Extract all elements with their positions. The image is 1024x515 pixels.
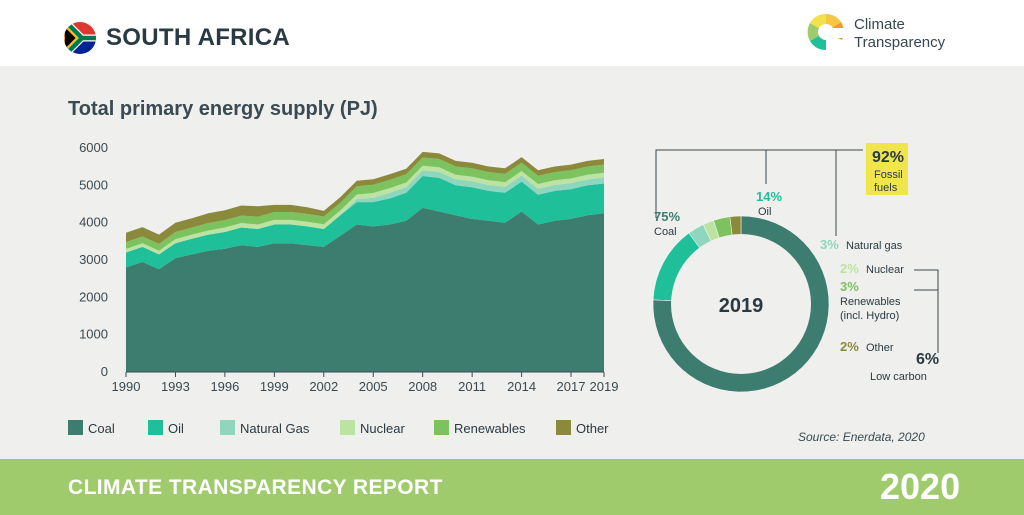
x-tick-label: 1996: [210, 379, 239, 394]
y-tick-label: 1000: [79, 327, 108, 342]
fossil-label-line1: Fossil: [874, 169, 903, 181]
coal-label: Coal: [654, 226, 677, 238]
legend-swatch: [434, 420, 449, 435]
renewables-label-line1: Renewables: [840, 296, 901, 308]
legend-item-other: Other: [556, 420, 609, 436]
low-carbon-label: Low carbon: [870, 371, 927, 383]
x-tick-label: 1993: [161, 379, 190, 394]
legend-label: Coal: [88, 421, 115, 436]
legend-swatch: [340, 420, 355, 435]
legend-label: Renewables: [454, 421, 526, 436]
nuclear-label: Nuclear: [866, 264, 904, 276]
renewables-label-line2: (incl. Hydro): [840, 310, 899, 322]
country-title: SOUTH AFRICA: [106, 24, 291, 51]
x-tick-label: 2014: [507, 379, 536, 394]
y-tick-label: 0: [101, 364, 108, 379]
legend-label: Natural Gas: [240, 421, 310, 436]
other-label: Other: [866, 342, 894, 354]
other-percent: 2%: [840, 339, 859, 354]
logo-text-line2: Transparency: [854, 34, 946, 51]
x-tick-label: 1999: [260, 379, 289, 394]
fossil-label-line2: fuels: [874, 182, 898, 194]
donut-center-label: 2019: [719, 295, 764, 317]
logo-text-line1: Climate: [854, 16, 905, 33]
y-tick-label: 3000: [79, 252, 108, 267]
legend-label: Nuclear: [360, 421, 405, 436]
south-africa-flag-icon: [64, 22, 96, 54]
y-tick-label: 5000: [79, 177, 108, 192]
oil-label: Oil: [758, 206, 771, 218]
x-tick-label: 2005: [359, 379, 388, 394]
fossil-fuels-highlight: [866, 143, 908, 195]
y-tick-label: 4000: [79, 215, 108, 230]
legend-label: Other: [576, 421, 609, 436]
footer-bar: [0, 459, 1024, 515]
legend-item-nuclear: Nuclear: [340, 420, 405, 436]
fossil-percent: 92%: [872, 149, 904, 166]
logo-text: Climate Transparency: [854, 16, 945, 52]
natural-gas-label: Natural gas: [846, 240, 903, 252]
nuclear-percent: 2%: [840, 261, 859, 276]
x-tick-label: 2008: [408, 379, 437, 394]
oil-percent: 14%: [756, 189, 782, 204]
chart-title: Total primary energy supply (PJ): [68, 98, 378, 120]
source-note: Source: Enerdata, 2020: [798, 430, 925, 444]
area-series-oil: [126, 176, 604, 270]
legend-swatch: [68, 420, 83, 435]
legend-item-coal: Coal: [68, 420, 115, 436]
connector-lines: [655, 149, 939, 353]
legend-label: Oil: [168, 421, 184, 436]
legend-swatch: [148, 420, 163, 435]
area-series-coal: [126, 207, 604, 372]
renewables-percent: 3%: [840, 279, 859, 294]
natural-gas-percent: 3%: [820, 237, 839, 252]
legend-swatch: [220, 420, 235, 435]
x-tick-label: 1990: [112, 379, 141, 394]
y-tick-label: 6000: [79, 140, 108, 155]
x-tick-label: 2019: [590, 379, 619, 394]
x-tick-label: 2002: [309, 379, 338, 394]
legend-swatch: [556, 420, 571, 435]
x-tick-label: 2017: [557, 379, 586, 394]
legend-item-renewables: Renewables: [434, 420, 526, 436]
footer-title: CLIMATE TRANSPARENCY REPORT: [68, 476, 443, 499]
footer-year: 2020: [880, 466, 961, 507]
x-tick-label: 2011: [458, 379, 486, 394]
header-bar: [0, 0, 1024, 66]
y-tick-label: 2000: [79, 289, 108, 304]
donut-hole: [671, 234, 811, 374]
coal-percent: 75%: [654, 209, 680, 224]
low-carbon-percent: 6%: [916, 351, 939, 368]
climate-transparency-logo-icon: [807, 13, 846, 51]
legend-item-oil: Oil: [148, 420, 184, 436]
legend-item-natural-gas: Natural Gas: [220, 420, 310, 436]
